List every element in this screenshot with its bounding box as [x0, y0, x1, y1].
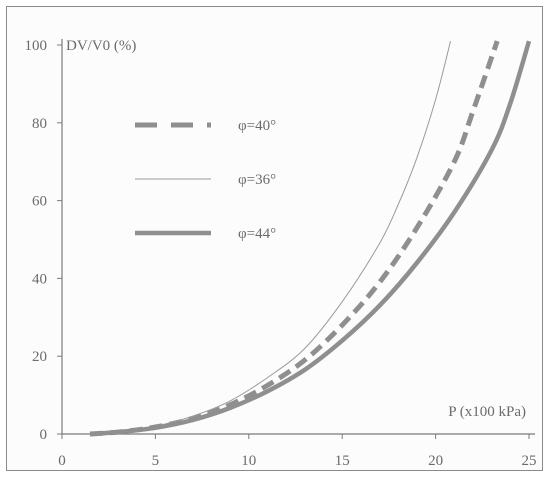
x-tick-label: 5	[152, 453, 160, 469]
legend-label-1: φ=40°	[238, 118, 276, 134]
x-tick-label: 10	[241, 453, 256, 469]
y-tick-label: 20	[32, 349, 47, 365]
x-tick-label: 0	[58, 453, 66, 469]
chart-frame: 0 5 10 15 20 25 0 20 40 60 80 100 DV/V0 (%) P (x100 k…	[6, 6, 543, 471]
legend-label-3: φ=44°	[238, 226, 276, 242]
x-tick-label: 25	[522, 453, 537, 469]
line-chart: 0 5 10 15 20 25 0 20 40 60 80 100 DV/V0 (%) P (x100 k…	[25, 38, 537, 469]
y-tick-label: 40	[32, 271, 47, 287]
x-tick-label: 15	[335, 453, 350, 469]
x-axis-label: P (x100 kPa)	[448, 404, 526, 420]
x-tick-label: 20	[428, 453, 443, 469]
y-tick-label: 80	[32, 116, 47, 132]
legend-label-2: φ=36°	[238, 172, 276, 188]
y-tick-label: 100	[25, 38, 48, 54]
y-axis-label: DV/V0 (%)	[66, 38, 136, 54]
y-tick-label: 60	[32, 194, 47, 210]
series-line-3	[89, 40, 532, 437]
y-tick-label: 0	[40, 427, 48, 443]
